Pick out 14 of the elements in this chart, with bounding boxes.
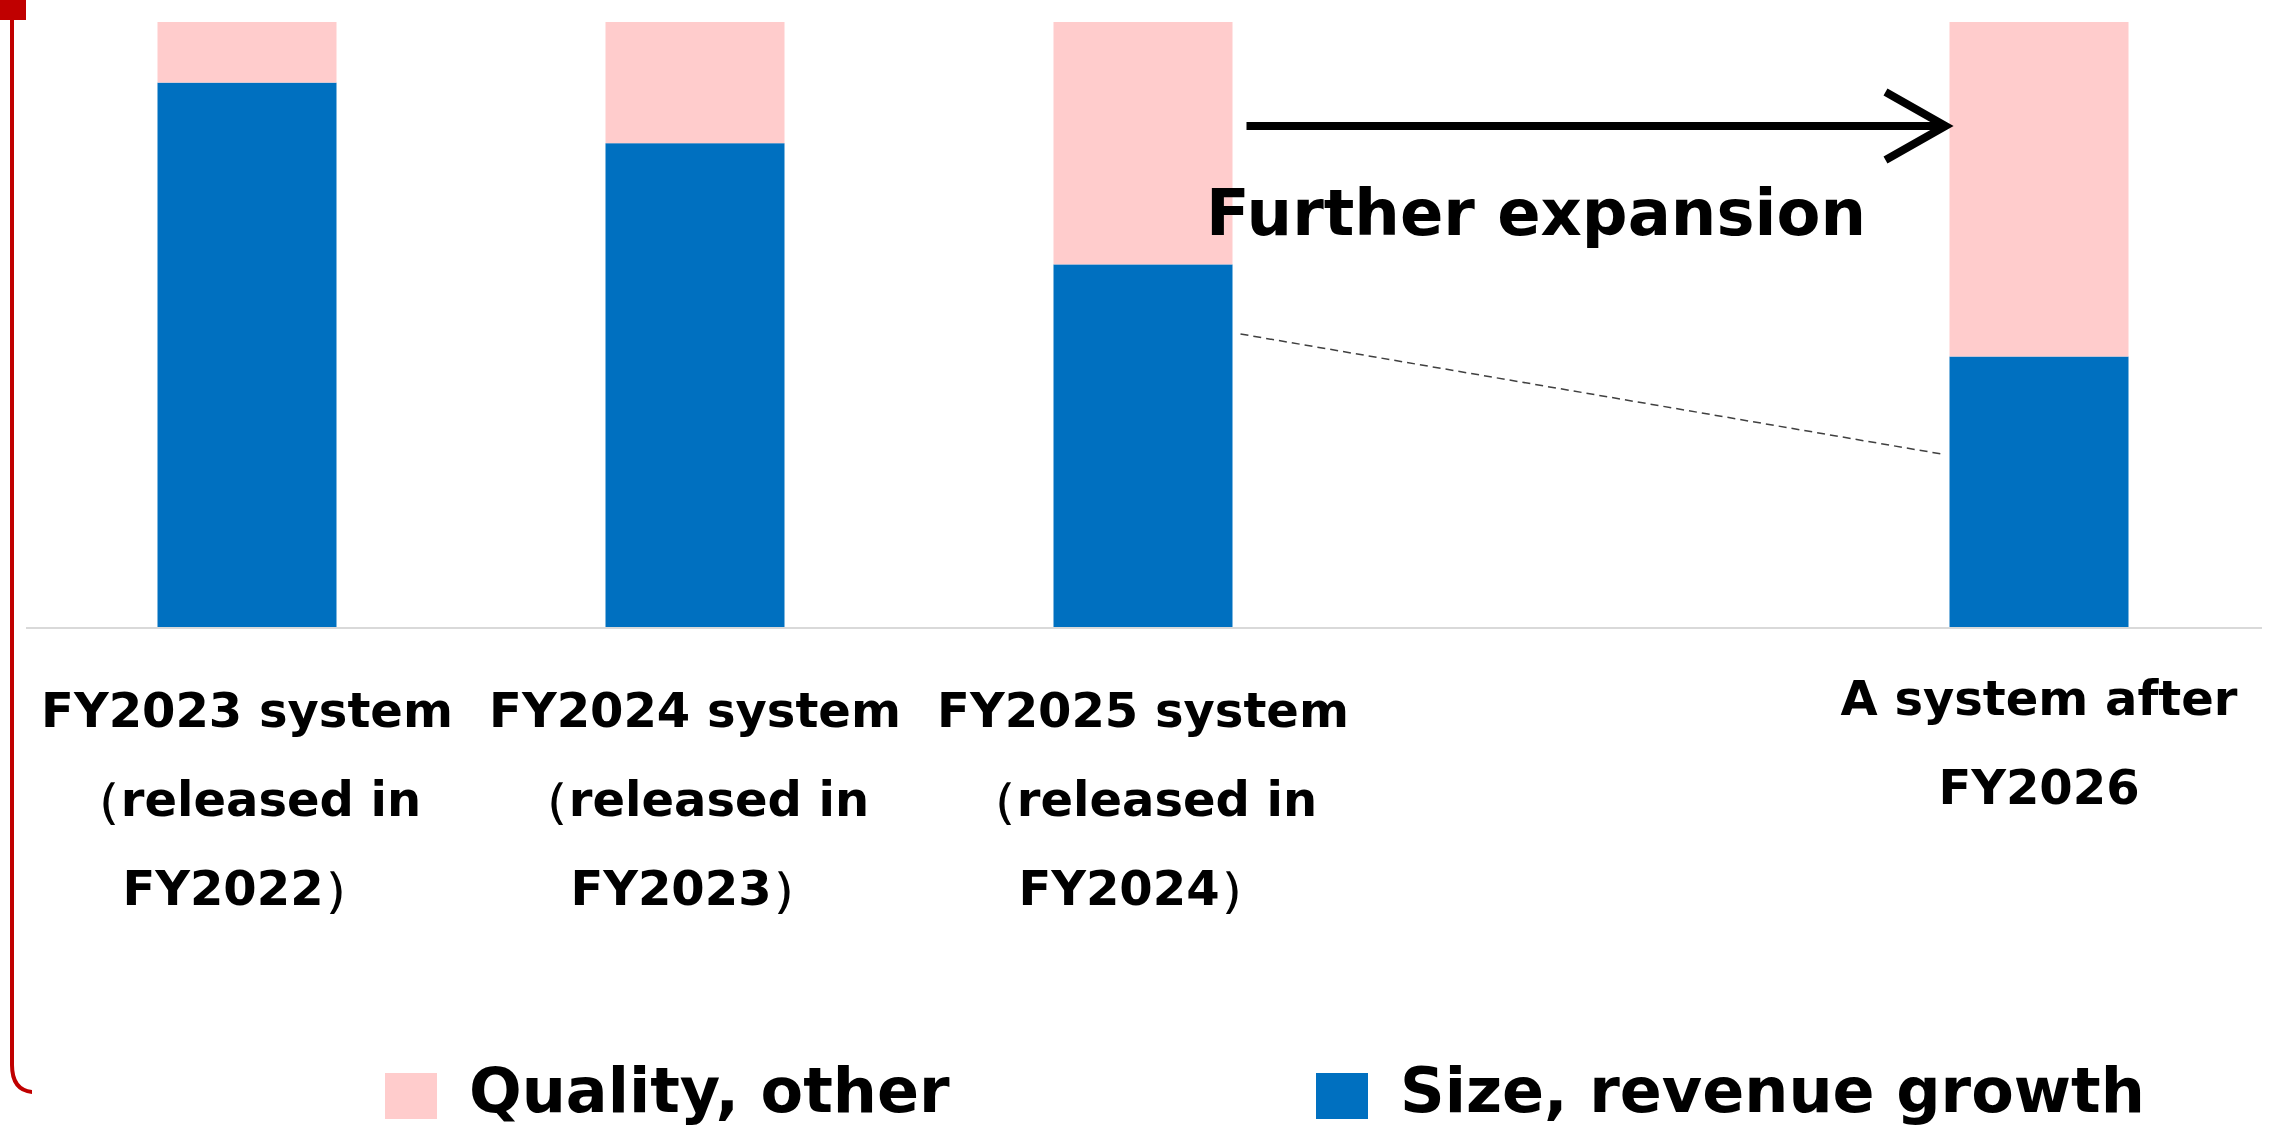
x-tick-label: FY2025 system （released in FY2024） bbox=[937, 682, 1349, 916]
x-tick-label: A system after FY2026 bbox=[1840, 670, 2238, 815]
bar bbox=[157, 22, 337, 83]
bar bbox=[605, 22, 785, 144]
legend-label: Size, revenue growth bbox=[1400, 1054, 2145, 1126]
bar bbox=[1949, 22, 2129, 357]
bar bbox=[1053, 264, 1233, 628]
bar bbox=[1949, 356, 2129, 628]
legend-label: Quality, other bbox=[469, 1054, 950, 1126]
x-tick-label: FY2024 system （released in FY2023） bbox=[489, 682, 901, 916]
annotation: Further expansion bbox=[1206, 176, 1866, 250]
bar bbox=[605, 143, 785, 628]
bar bbox=[157, 82, 337, 628]
x-tick-label: FY2023 system （released in FY2022） bbox=[41, 682, 453, 916]
